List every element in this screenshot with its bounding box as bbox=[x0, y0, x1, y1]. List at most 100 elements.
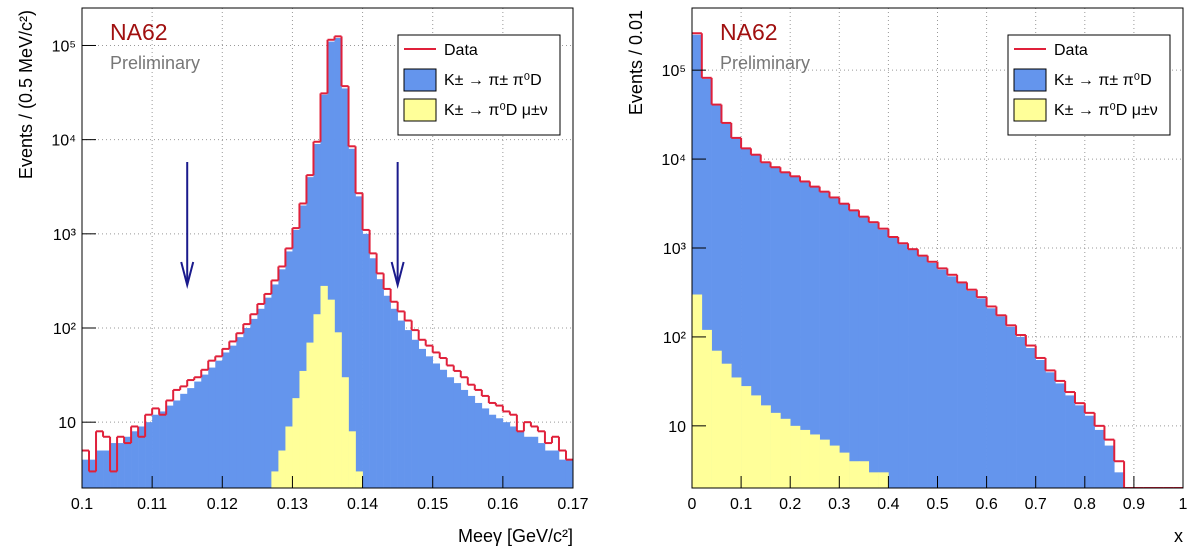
histogram-bar bbox=[770, 412, 781, 488]
histogram-bar bbox=[313, 314, 321, 488]
histogram-bar bbox=[1025, 348, 1036, 488]
histogram-bar bbox=[898, 244, 909, 488]
histogram-bar bbox=[271, 471, 279, 488]
histogram-bar bbox=[474, 402, 483, 488]
histogram-bar bbox=[1065, 395, 1076, 488]
y-tick-label: 10⁴ bbox=[51, 133, 76, 150]
legend-label: K± → π⁰D μ±ν bbox=[444, 102, 548, 119]
histogram-bar bbox=[809, 187, 820, 488]
histogram-bar bbox=[355, 471, 363, 488]
histogram-bar bbox=[819, 439, 830, 488]
x-tick-label: 0.17 bbox=[557, 496, 588, 513]
y-tick-label: 10⁴ bbox=[661, 152, 686, 169]
y-tick-label: 10² bbox=[663, 330, 687, 347]
histogram-bar bbox=[868, 472, 879, 488]
y-axis-label: Events / 0.01 bbox=[626, 10, 646, 115]
histogram-bar bbox=[306, 177, 314, 488]
histogram-bar bbox=[888, 237, 899, 488]
histogram-bar bbox=[1016, 336, 1027, 488]
histogram-bar bbox=[453, 383, 462, 488]
histogram-bar bbox=[986, 308, 997, 488]
panel: 0 0.1 0.2 0.3 0.4 0.5 0.6 0.7 0.8 0.9 1 10 10² 10³ 10⁴… bbox=[626, 7, 1188, 546]
histogram-bar bbox=[278, 450, 286, 488]
histogram-bar bbox=[222, 352, 230, 488]
histogram-bar bbox=[741, 386, 752, 488]
histogram-bar bbox=[721, 123, 732, 488]
histogram-bar bbox=[180, 393, 188, 488]
histogram-bar bbox=[362, 233, 370, 488]
histogram-bar bbox=[215, 360, 223, 488]
histogram-bar bbox=[243, 328, 251, 488]
histogram-bar bbox=[1104, 445, 1115, 488]
histogram-bar bbox=[760, 405, 771, 488]
x-tick-label: 0.9 bbox=[1123, 496, 1145, 513]
legend-label: K± → π± π⁰D bbox=[444, 72, 542, 89]
histogram-bar bbox=[966, 290, 978, 488]
x-tick-label: 0.2 bbox=[779, 496, 801, 513]
x-tick-label: 0.14 bbox=[347, 496, 378, 513]
legend-swatch bbox=[403, 68, 437, 92]
histogram-bar bbox=[800, 429, 811, 488]
histogram-bar bbox=[110, 443, 118, 488]
histogram-bar bbox=[327, 41, 335, 488]
histogram-bar bbox=[334, 38, 342, 488]
experiment-label: NA62 bbox=[720, 19, 778, 45]
legend-swatch bbox=[403, 98, 437, 122]
histogram-bar bbox=[849, 211, 860, 488]
histogram-bar bbox=[208, 367, 216, 488]
histogram-bar bbox=[285, 251, 293, 488]
histogram-bar bbox=[750, 155, 762, 488]
histogram-bar bbox=[369, 258, 377, 488]
frame bbox=[81, 7, 574, 489]
x-tick-label: 0.3 bbox=[828, 496, 850, 513]
x-tick-label: 0.1 bbox=[730, 496, 752, 513]
histogram-bar bbox=[397, 320, 405, 488]
histogram-bar bbox=[481, 408, 490, 488]
histogram-bar bbox=[159, 411, 167, 488]
histogram-bar bbox=[320, 285, 328, 488]
histogram-bar bbox=[1084, 415, 1095, 488]
histogram-bar bbox=[404, 330, 412, 488]
histogram-bar bbox=[194, 381, 202, 488]
histogram-bar bbox=[809, 434, 820, 488]
histogram-bar bbox=[976, 298, 987, 488]
histogram-bar bbox=[829, 445, 840, 488]
histogram-bar bbox=[299, 370, 307, 488]
histogram-bar bbox=[839, 452, 850, 488]
histogram-bar bbox=[103, 450, 111, 488]
x-tick-label: 0.6 bbox=[975, 496, 997, 513]
histogram-bar bbox=[917, 256, 928, 488]
x-tick-label: 1 bbox=[1179, 496, 1188, 513]
histogram-bar bbox=[131, 431, 139, 488]
histogram-bar bbox=[908, 249, 919, 488]
histogram-bar bbox=[250, 318, 258, 488]
histogram-bar bbox=[839, 204, 850, 488]
histogram-bar bbox=[790, 425, 801, 488]
histogram-bar bbox=[937, 269, 948, 488]
y-tick-label: 10⁵ bbox=[52, 38, 76, 55]
histogram-bar bbox=[701, 329, 712, 488]
histogram-bar bbox=[558, 459, 567, 488]
legend-swatch bbox=[1013, 68, 1047, 92]
histogram-bar bbox=[292, 398, 300, 488]
histogram-bar bbox=[138, 426, 146, 488]
histogram-bar bbox=[927, 262, 938, 488]
histogram-bar bbox=[82, 459, 90, 488]
x-tick-label: 0.16 bbox=[487, 496, 518, 513]
histogram-bar bbox=[721, 363, 732, 488]
x-tick-label: 0.7 bbox=[1025, 496, 1047, 513]
histogram-bar bbox=[271, 284, 279, 488]
histogram-bar bbox=[741, 148, 752, 488]
histogram-bar bbox=[770, 167, 781, 488]
histogram-bar bbox=[1045, 372, 1056, 488]
histogram-bar bbox=[819, 192, 830, 488]
histogram-bar bbox=[849, 461, 860, 488]
panel: 0.1 0.11 0.12 0.13 0.14 0.15 0.16 0.17 10 10² 10³ 1… bbox=[16, 7, 589, 546]
y-tick-label: 10³ bbox=[53, 227, 77, 244]
histogram-bar bbox=[509, 426, 518, 488]
histogram-bar bbox=[446, 377, 455, 488]
histogram-bar bbox=[1035, 360, 1046, 488]
histogram-bar bbox=[418, 348, 426, 488]
histogram-bar bbox=[124, 436, 132, 488]
